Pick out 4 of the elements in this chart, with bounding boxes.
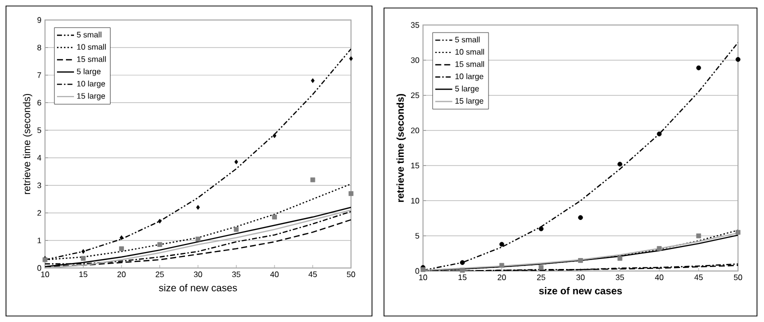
x-axis-title: size of new cases: [158, 284, 237, 292]
y-axis-title: retrieve time (seconds): [22, 94, 32, 194]
x-axis-title: size of new cases: [539, 287, 622, 294]
y-axis-title: retrieve time (seconds): [396, 94, 406, 202]
